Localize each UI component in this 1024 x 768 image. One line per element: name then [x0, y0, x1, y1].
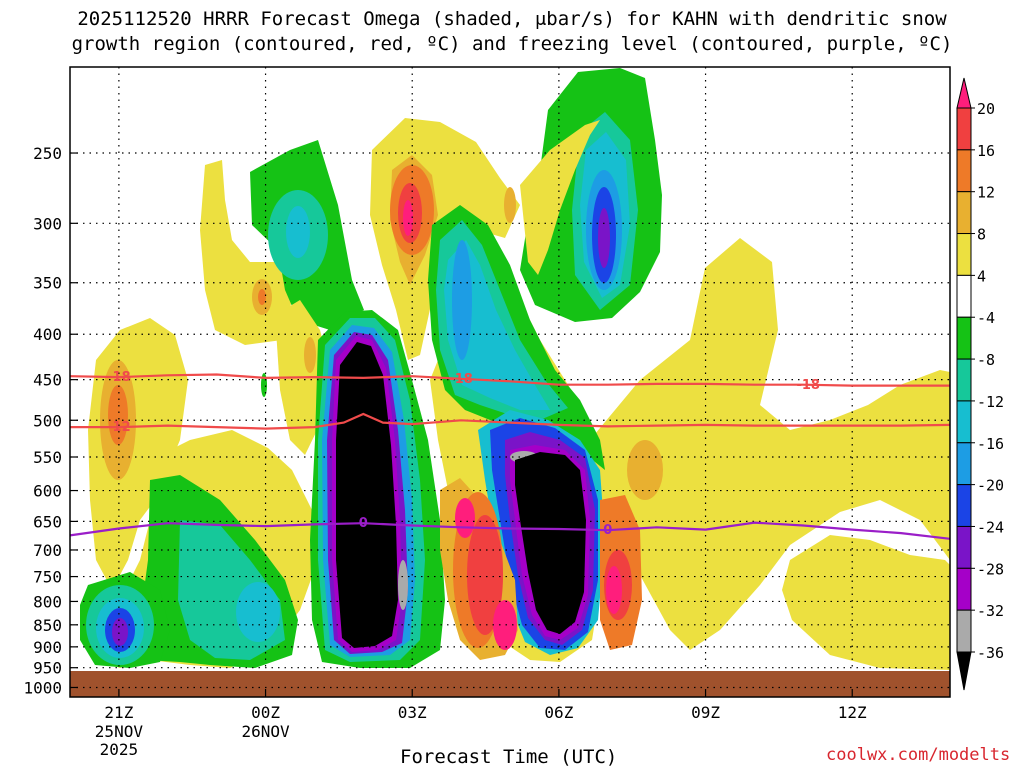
omega-region [467, 515, 503, 635]
colorbar-arrow-bottom [956, 651, 972, 691]
omega-region [504, 187, 516, 223]
y-tick-label: 650 [33, 512, 62, 531]
colorbar-swatch [956, 107, 972, 151]
colorbar-swatch [956, 400, 972, 444]
colorbar-tick-label: -36 [977, 644, 1004, 662]
y-tick-label: 300 [33, 214, 62, 233]
x-tick-sublabel: 2025 [100, 740, 139, 759]
contour-label: 0 [359, 516, 368, 531]
contour-label: -18 [449, 372, 473, 387]
chart-title-line-2: growth region (contoured, red, ºC) and f… [71, 33, 953, 55]
y-tick-label: 950 [33, 659, 62, 678]
colorbar-tick-label: -8 [977, 351, 995, 369]
colorbar-tick-label: -4 [977, 309, 995, 327]
y-tick-label: 400 [33, 325, 62, 344]
x-tick-label: 09Z [691, 703, 720, 722]
omega-region [258, 289, 266, 305]
x-tick-label: 21Z [104, 703, 133, 722]
y-tick-label: 550 [33, 448, 62, 467]
colorbar-tick-label: 12 [977, 184, 995, 202]
omega-region [455, 498, 475, 538]
colorbar-tick-label: -20 [977, 477, 1004, 495]
omega-region [598, 208, 610, 268]
contour-line [70, 412, 951, 430]
y-tick-label: 250 [33, 144, 62, 163]
colorbar-tick-label: 20 [977, 100, 995, 118]
x-axis-label: Forecast Time (UTC) [400, 746, 618, 768]
omega-region [398, 560, 408, 610]
colorbar-tick-label: -16 [977, 435, 1004, 453]
colorbar-swatch [956, 191, 972, 235]
colorbar-tick-label: 8 [977, 226, 986, 244]
chart-title-line-1: 2025112520 HRRR Forecast Omega (shaded, … [77, 8, 947, 30]
colorbar-swatch [956, 484, 972, 527]
omega-region [452, 240, 472, 360]
contour-label: -12 [107, 420, 131, 435]
x-tick-label: 12Z [838, 703, 867, 722]
plot-frame [69, 66, 951, 698]
y-tick-label: 350 [33, 274, 62, 293]
colorbar-swatch [956, 567, 972, 611]
colorbar-tick-label: -12 [977, 393, 1004, 411]
omega-region [236, 582, 280, 642]
pressure-axis: 250 300 350 400 450 500 550 600 650 700 750 800 850 9… [23, 144, 78, 697]
contour-label: 0 [603, 523, 612, 538]
omega-positive-lower-right [782, 535, 950, 670]
contour-line [69, 373, 950, 387]
omega-region [112, 618, 128, 646]
colorbar-tick-label: -32 [977, 602, 1004, 620]
omega-region [627, 440, 663, 500]
colorbar-swatch [956, 525, 972, 569]
x-tick-sublabel: 26NOV [241, 722, 290, 741]
colorbar-swatch [956, 316, 972, 360]
y-tick-label: 700 [33, 541, 62, 560]
y-tick-label: 600 [33, 482, 62, 501]
x-tick-label: 00Z [251, 703, 280, 722]
y-tick-label: 750 [33, 568, 62, 587]
y-tick-label: 850 [33, 616, 62, 635]
y-tick-label: 800 [33, 592, 62, 611]
contour-label: -18 [796, 378, 820, 393]
colorbar-tick-label: -28 [977, 560, 1004, 578]
x-tick-label: 03Z [398, 703, 427, 722]
x-tick-sublabel: 25NOV [95, 722, 144, 741]
omega-region [520, 120, 600, 275]
omega-shading [80, 68, 950, 670]
omega-region [642, 488, 694, 608]
colorbar-swatch [956, 609, 972, 653]
omega-region [925, 405, 950, 510]
omega-region [108, 385, 128, 445]
colorbar-swatch [956, 274, 972, 318]
colorbar-swatch [956, 442, 972, 486]
y-tick-label: 450 [33, 371, 62, 390]
y-tick-label: 500 [33, 411, 62, 430]
omega-core-06z [515, 452, 586, 634]
omega-region [606, 566, 622, 614]
colorbar-tick-label: -24 [977, 518, 1004, 536]
omega-region [304, 337, 316, 373]
omega-region [403, 200, 413, 236]
x-tick-label: 06Z [544, 703, 573, 722]
contour-label: -18 [107, 370, 131, 385]
colorbar-arrow-top [956, 77, 972, 109]
colorbar-swatch [956, 149, 972, 193]
omega-region [493, 600, 517, 650]
omega-colorbar: 20 16 12 8 4 -4 -8 -12 -16 -20 -24 -28 -32 -36 [956, 77, 1004, 691]
colorbar-swatch [956, 233, 972, 276]
y-tick-label: 900 [33, 638, 62, 657]
colorbar-tick-label: 16 [977, 142, 995, 160]
y-tick-label: 1000 [23, 678, 62, 697]
colorbar-tick-label: 4 [977, 267, 986, 285]
ground-below-surface [70, 671, 950, 697]
omega-region [286, 206, 310, 258]
source-credit: coolwx.com/modelts [826, 745, 1011, 765]
isotherm-contours: -18 -18 -18 -12 0 0 [69, 370, 951, 540]
colorbar-swatch [956, 358, 972, 402]
contour-line [69, 521, 951, 540]
